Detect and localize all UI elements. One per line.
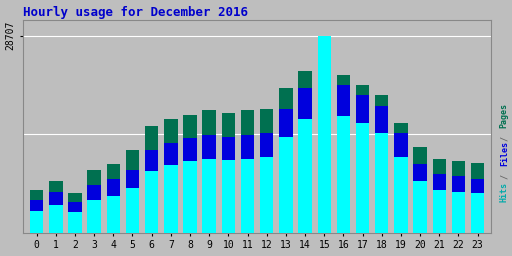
Bar (317, 58, 331, 233)
Bar (106, 196, 120, 233)
Bar (241, 135, 254, 233)
Bar (452, 176, 465, 233)
Bar (49, 192, 62, 233)
Bar (183, 161, 197, 233)
Bar (260, 133, 273, 233)
Text: Hits: Hits (500, 182, 509, 202)
Bar (317, 36, 331, 233)
Bar (88, 169, 101, 233)
Bar (88, 200, 101, 233)
Bar (183, 115, 197, 233)
Bar (471, 178, 484, 233)
Bar (30, 190, 44, 233)
Bar (356, 95, 369, 233)
Bar (471, 163, 484, 233)
Bar (164, 165, 178, 233)
Bar (394, 133, 408, 233)
Bar (260, 157, 273, 233)
Text: Pages: Pages (500, 103, 509, 128)
Bar (202, 135, 216, 233)
Bar (183, 138, 197, 233)
Bar (68, 202, 82, 233)
Bar (413, 181, 427, 233)
Bar (394, 157, 408, 233)
Bar (375, 106, 389, 233)
Bar (145, 150, 158, 233)
Bar (356, 85, 369, 233)
Bar (164, 119, 178, 233)
Bar (164, 143, 178, 233)
Text: /: / (500, 136, 509, 141)
Bar (30, 200, 44, 233)
Bar (145, 171, 158, 233)
Bar (222, 160, 235, 233)
Bar (279, 137, 293, 233)
Text: Hourly usage for December 2016: Hourly usage for December 2016 (23, 6, 248, 18)
Bar (452, 191, 465, 233)
Bar (298, 89, 312, 233)
Bar (375, 95, 389, 233)
Bar (452, 161, 465, 233)
Bar (279, 89, 293, 233)
Bar (317, 44, 331, 233)
Bar (433, 158, 446, 233)
Bar (68, 193, 82, 233)
Bar (222, 113, 235, 233)
Bar (433, 190, 446, 233)
Bar (202, 158, 216, 233)
Bar (145, 126, 158, 233)
Bar (126, 169, 139, 233)
Bar (375, 133, 389, 233)
Bar (68, 212, 82, 233)
Bar (106, 164, 120, 233)
Bar (433, 174, 446, 233)
Bar (241, 158, 254, 233)
Bar (356, 123, 369, 233)
Bar (222, 137, 235, 233)
Bar (298, 71, 312, 233)
Bar (106, 179, 120, 233)
Text: Files: Files (500, 141, 509, 166)
Bar (337, 75, 350, 233)
Bar (88, 185, 101, 233)
Bar (413, 164, 427, 233)
Bar (126, 150, 139, 233)
Bar (30, 211, 44, 233)
Bar (202, 111, 216, 233)
Bar (394, 123, 408, 233)
Bar (337, 85, 350, 233)
Text: /: / (500, 174, 509, 179)
Bar (413, 147, 427, 233)
Bar (279, 109, 293, 233)
Bar (126, 188, 139, 233)
Bar (471, 193, 484, 233)
Bar (241, 111, 254, 233)
Bar (260, 109, 273, 233)
Bar (337, 116, 350, 233)
Bar (49, 181, 62, 233)
Bar (49, 205, 62, 233)
Bar (298, 119, 312, 233)
